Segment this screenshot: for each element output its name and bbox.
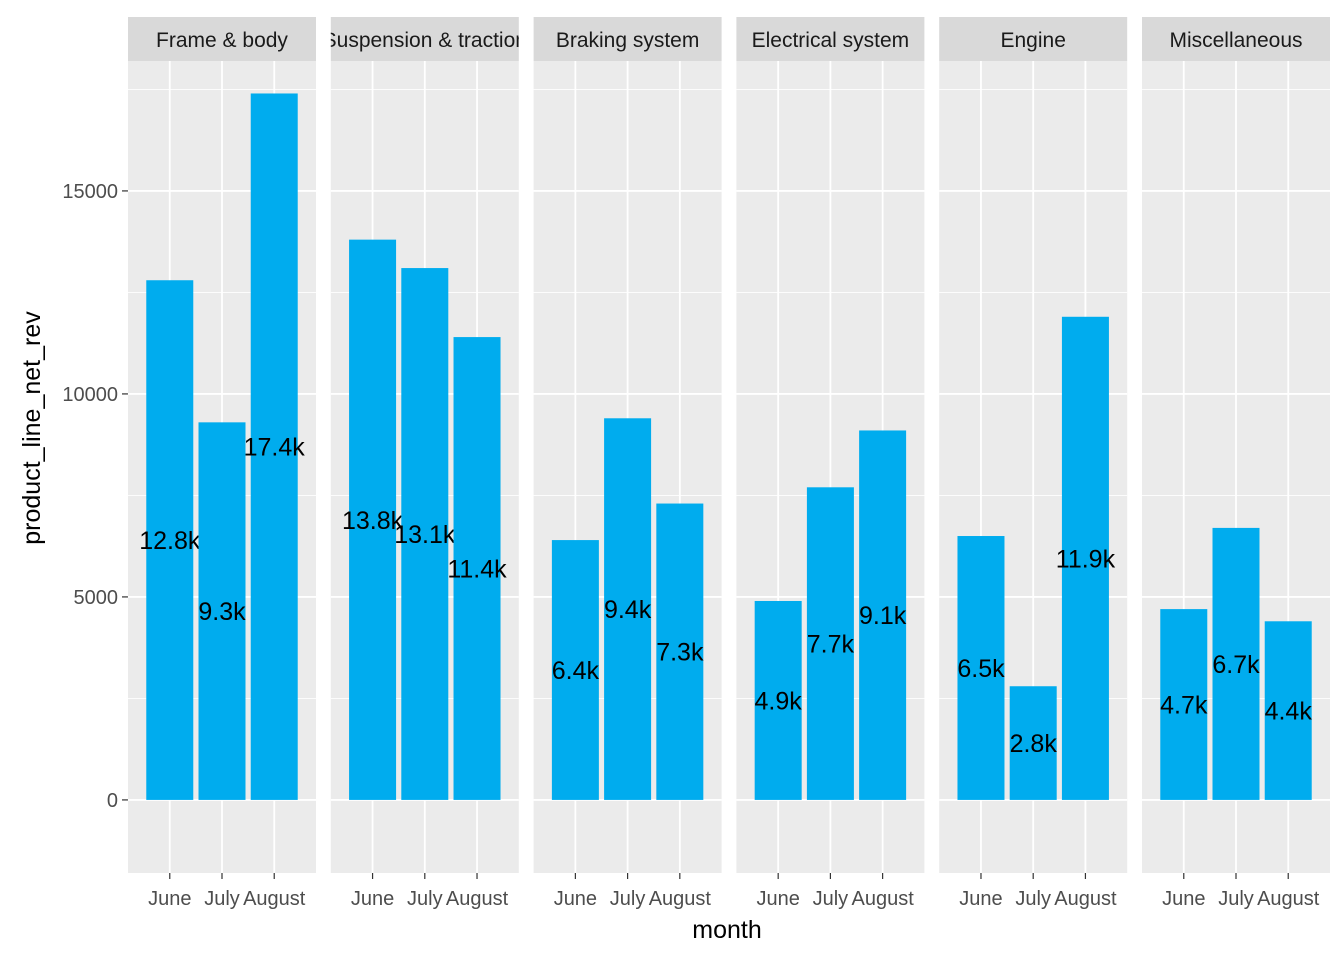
facet-panel: Electrical system 4.9k June 7.7k July 9.1k Aug… xyxy=(736,17,925,910)
bar xyxy=(604,418,652,800)
bar xyxy=(1160,609,1208,800)
y-tick-label: 15000 xyxy=(62,181,118,203)
x-tick-label: August xyxy=(1257,888,1320,910)
x-axis-title: month xyxy=(692,916,761,944)
y-axis-title: product_line_net_rev xyxy=(18,311,46,545)
x-tick-label: August xyxy=(1054,888,1117,910)
facet-strip-label: Electrical system xyxy=(752,29,910,52)
facet-panel: Suspension & traction 13.8k June 13.1k July 1… xyxy=(323,17,527,910)
facet-panel: Braking system 6.4k June 9.4k July 7.3k August xyxy=(533,17,722,910)
facet-strip xyxy=(939,17,1128,61)
bar-data-label: 6.7k xyxy=(1212,651,1260,679)
facet-strip-label: Braking system xyxy=(556,29,700,52)
facet-strip-label: Suspension & traction xyxy=(323,29,527,52)
bar xyxy=(551,540,599,800)
bar-data-label: 4.7k xyxy=(1160,692,1208,720)
x-tick-label: June xyxy=(756,888,799,910)
bar xyxy=(401,268,449,800)
y-tick-label: 5000 xyxy=(74,587,119,609)
x-tick-label: July xyxy=(204,888,240,910)
bar xyxy=(656,503,704,800)
bar-data-label: 11.4k xyxy=(447,556,507,584)
x-tick-label: June xyxy=(1162,888,1205,910)
facet-panel: Engine 6.5k June 2.8k July 11.9k August xyxy=(939,17,1128,910)
bar-data-label: 6.5k xyxy=(957,655,1005,683)
bar xyxy=(250,93,298,800)
bar xyxy=(146,280,194,800)
bar xyxy=(1009,686,1057,800)
bar-data-label: 9.1k xyxy=(859,602,907,630)
x-tick-label: June xyxy=(959,888,1002,910)
bar xyxy=(957,536,1005,800)
facet-strip xyxy=(736,17,925,61)
facet-panel: Miscellaneous 4.7k June 6.7k July 4.4k August xyxy=(1142,17,1330,910)
bar xyxy=(754,600,802,800)
bar xyxy=(1061,316,1109,800)
facet-strip xyxy=(330,17,519,61)
facet-strip-label: Frame & body xyxy=(156,29,288,52)
bar xyxy=(349,239,397,800)
facet-panel: Frame & body 12.8k June 9.3k July 17.4k August xyxy=(128,17,316,910)
x-tick-label: July xyxy=(1218,888,1254,910)
x-tick-label: August xyxy=(243,888,306,910)
bar-data-label: 7.3k xyxy=(656,639,704,667)
bar-data-label: 2.8k xyxy=(1010,730,1058,758)
x-tick-label: July xyxy=(813,888,849,910)
bar-data-label: 13.1k xyxy=(394,521,456,549)
facet-strip xyxy=(128,17,316,61)
bar xyxy=(1212,527,1260,800)
bar-data-label: 4.9k xyxy=(755,687,803,715)
y-axis: 0 5000 10000 15000 xyxy=(62,181,128,812)
x-tick-label: June xyxy=(351,888,394,910)
facet-strip-label: Miscellaneous xyxy=(1169,29,1302,52)
x-tick-label: August xyxy=(446,888,509,910)
bar xyxy=(1264,621,1312,800)
facet-panels: Frame & body 12.8k June 9.3k July 17.4k August… xyxy=(128,17,1330,910)
bar-data-label: 17.4k xyxy=(244,434,306,462)
bar-data-label: 12.8k xyxy=(139,527,201,555)
y-tick-label: 10000 xyxy=(62,384,118,406)
bar-data-label: 7.7k xyxy=(807,631,855,659)
bar xyxy=(859,430,907,800)
x-tick-label: June xyxy=(148,888,191,910)
bar-data-label: 11.9k xyxy=(1056,545,1116,573)
bar-data-label: 13.8k xyxy=(342,507,404,535)
facet-strip-label: Engine xyxy=(1001,29,1066,52)
x-tick-label: July xyxy=(407,888,443,910)
bar-data-label: 6.4k xyxy=(552,657,600,685)
x-tick-label: August xyxy=(851,888,914,910)
bar-data-label: 4.4k xyxy=(1265,698,1313,726)
x-tick-label: August xyxy=(649,888,712,910)
facet-strip xyxy=(1142,17,1330,61)
bar-data-label: 9.4k xyxy=(604,596,652,624)
y-tick-label: 0 xyxy=(107,790,118,812)
facet-strip xyxy=(533,17,722,61)
bar xyxy=(198,422,246,800)
bar xyxy=(806,487,854,800)
bar xyxy=(453,337,501,800)
x-tick-label: July xyxy=(1015,888,1051,910)
bar-data-label: 9.3k xyxy=(198,598,246,626)
x-tick-label: July xyxy=(610,888,646,910)
x-tick-label: June xyxy=(554,888,597,910)
